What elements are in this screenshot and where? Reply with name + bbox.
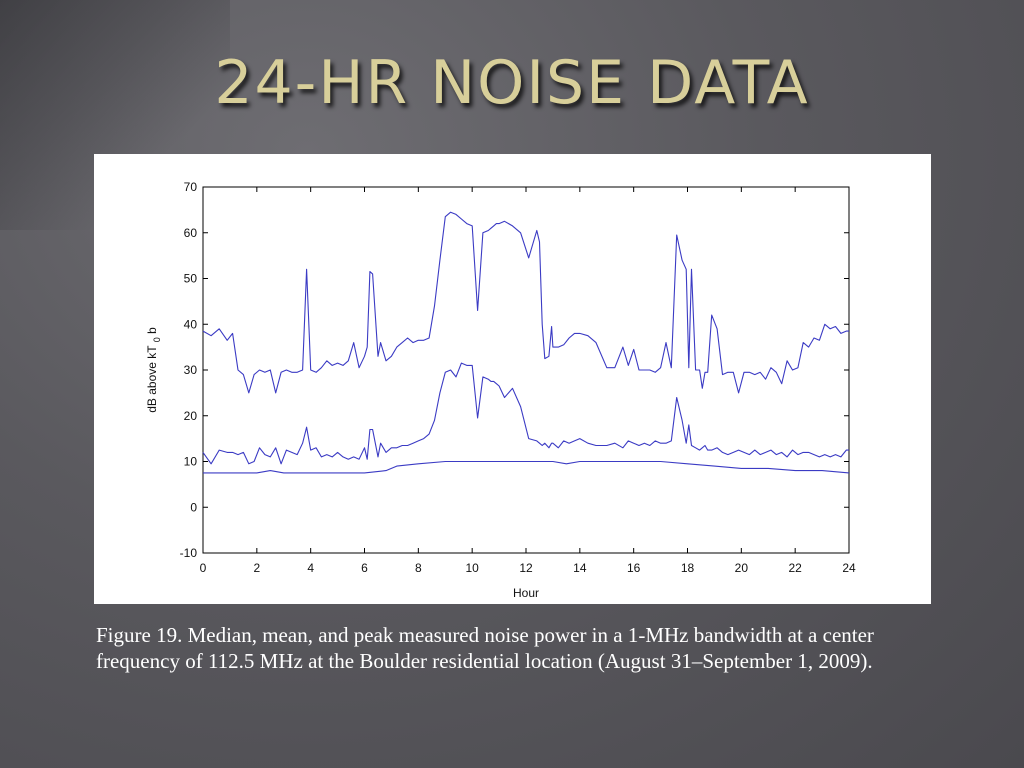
x-tick-label: 4 bbox=[307, 561, 314, 575]
mean-noise-line bbox=[202, 362, 849, 465]
x-tick-label: 2 bbox=[253, 561, 260, 575]
y-tick-label: 40 bbox=[184, 317, 198, 331]
peak-noise-line bbox=[202, 211, 849, 394]
y-tick-label: 60 bbox=[184, 226, 198, 240]
y-tick-label: 10 bbox=[184, 455, 198, 469]
x-tick-label: 8 bbox=[415, 561, 422, 575]
x-axis-title: Hour bbox=[513, 586, 539, 600]
x-tick-label: 10 bbox=[465, 561, 479, 575]
x-tick-label: 18 bbox=[681, 561, 695, 575]
y-tick-label: 30 bbox=[184, 363, 198, 377]
x-tick-label: 20 bbox=[735, 561, 749, 575]
y-tick-label: 20 bbox=[184, 409, 198, 423]
y-tick-label: -10 bbox=[180, 546, 198, 560]
x-tick-label: 12 bbox=[519, 561, 533, 575]
x-tick-label: 22 bbox=[788, 561, 802, 575]
x-tick-label: 24 bbox=[842, 561, 856, 575]
y-axis-title: dB above kT 0 b bbox=[145, 327, 163, 413]
y-tick-label: 70 bbox=[184, 180, 198, 194]
x-tick-label: 6 bbox=[361, 561, 368, 575]
y-axis-title-subscript: 0 bbox=[152, 337, 162, 342]
x-tick-label: 16 bbox=[627, 561, 641, 575]
slide-title: 24-HR NOISE DATA bbox=[214, 48, 810, 118]
y-axis-title-suffix: b bbox=[145, 327, 159, 334]
figure-caption: Figure 19. Median, mean, and peak measur… bbox=[96, 623, 874, 673]
x-tick-label: 0 bbox=[200, 561, 207, 575]
y-axis-title-main: dB above kT bbox=[145, 345, 159, 413]
y-tick-label: 0 bbox=[190, 500, 197, 514]
y-tick-label: 50 bbox=[184, 272, 198, 286]
median-noise-line bbox=[203, 460, 850, 474]
plot-area-frame bbox=[202, 186, 850, 554]
figure-panel: -10 0 10 20 30 40 50 60 70 0 2 4 6 8 10 12 14 16 18 20 22 24… bbox=[94, 154, 931, 604]
x-tick-label: 14 bbox=[573, 561, 587, 575]
